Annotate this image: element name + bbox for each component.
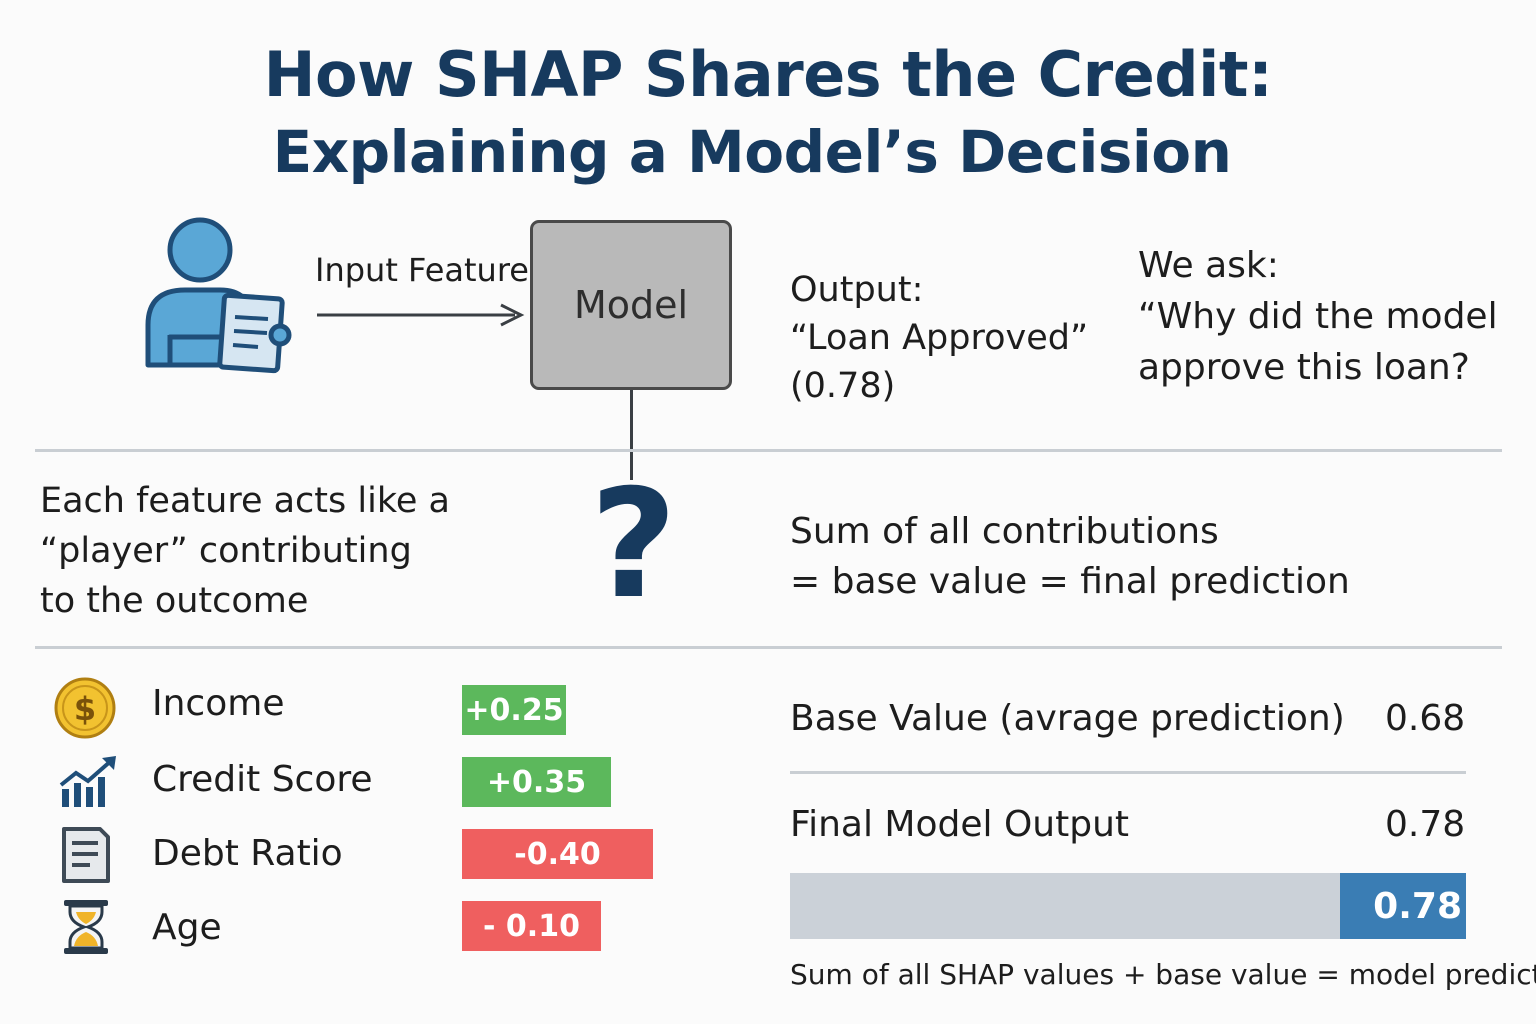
output-text: Output: “Loan Approved” (0.78) <box>790 266 1088 410</box>
sum-line-2: = base value = final prediction <box>790 561 1350 602</box>
player-line-1: Each feature acts like a <box>40 481 450 521</box>
model-box: Model <box>530 220 732 390</box>
player-line-3: to the outcome <box>40 581 309 621</box>
footer-note: Sum of all SHAP values + base value = mo… <box>790 958 1536 991</box>
base-value-number: 0.68 <box>1385 698 1466 739</box>
sum-explanation: Sum of all contributions = base value = … <box>790 507 1350 607</box>
player-explanation: Each feature acts like a “player” contri… <box>40 476 450 626</box>
sum-line-1: Sum of all contributions <box>790 511 1219 552</box>
divider-top <box>35 449 1502 452</box>
base-value-label: Base Value (avrage prediction) <box>790 698 1345 739</box>
feature-name-credit-score: Credit Score <box>152 759 373 800</box>
dollar-coin-icon: $ <box>54 677 116 739</box>
person-reading-icon <box>145 217 292 374</box>
rising-chart-icon <box>59 756 116 807</box>
model-connector-line <box>630 390 633 480</box>
prediction-bar-value: 0.78 <box>1373 885 1462 927</box>
shap-value-credit-score: +0.35 <box>462 757 611 807</box>
question-line-3: approve this loan? <box>1138 347 1470 388</box>
input-arrow <box>317 303 525 327</box>
shap-value-income: +0.25 <box>462 685 566 735</box>
title-line-2: Explaining a Model’s Decision <box>272 118 1232 186</box>
feature-name-age: Age <box>152 907 222 948</box>
output-line-3: (0.78) <box>790 366 896 406</box>
final-output-label: Final Model Output <box>790 804 1129 845</box>
output-line-2: “Loan Approved” <box>790 318 1089 358</box>
player-line-2: “player” contributing <box>40 531 412 571</box>
question-text: We ask: “Why did the model approve this … <box>1138 240 1498 393</box>
summary-divider <box>790 771 1466 774</box>
prediction-bar-fill: 0.78 <box>1340 873 1466 939</box>
svg-text:$: $ <box>74 690 96 728</box>
input-features-label: Input Features <box>315 251 546 289</box>
question-mark-icon: ? <box>590 458 678 632</box>
feature-name-income: Income <box>152 683 285 724</box>
question-line-1: We ask: <box>1138 245 1279 286</box>
shap-value-debt-ratio: -0.40 <box>462 829 653 879</box>
question-line-2: “Why did the model <box>1138 296 1498 337</box>
document-icon <box>62 827 110 883</box>
hourglass-icon <box>64 900 108 954</box>
feature-name-debt-ratio: Debt Ratio <box>152 833 343 874</box>
final-output-number: 0.78 <box>1385 804 1466 845</box>
model-label: Model <box>573 283 689 327</box>
shap-value-age: - 0.10 <box>462 901 601 951</box>
output-line-1: Output: <box>790 270 924 310</box>
title-line-1: How SHAP Shares the Credit: <box>263 38 1273 111</box>
divider-middle <box>35 646 1502 649</box>
